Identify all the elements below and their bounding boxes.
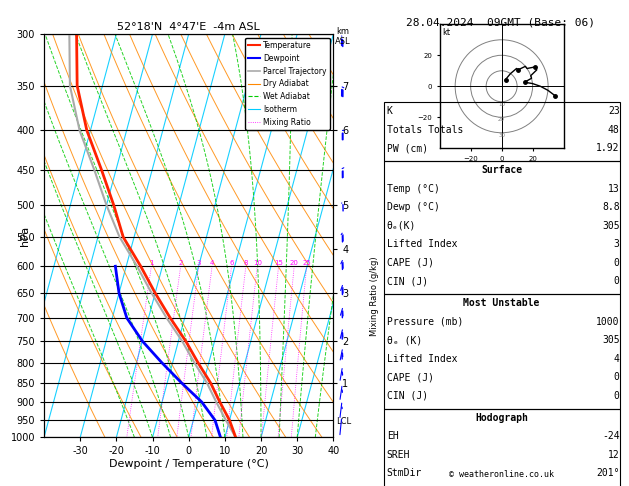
Text: 1: 1 xyxy=(149,260,153,266)
Text: 8: 8 xyxy=(243,260,248,266)
Text: Temp (°C): Temp (°C) xyxy=(387,184,440,194)
Text: Pressure (mb): Pressure (mb) xyxy=(387,317,463,327)
Text: Most Unstable: Most Unstable xyxy=(464,298,540,308)
Text: hPa: hPa xyxy=(20,226,30,246)
Legend: Temperature, Dewpoint, Parcel Trajectory, Dry Adiabat, Wet Adiabat, Isotherm, Mi: Temperature, Dewpoint, Parcel Trajectory… xyxy=(245,38,330,130)
Text: 2: 2 xyxy=(179,260,183,266)
Text: LCL: LCL xyxy=(337,417,352,427)
Text: 20: 20 xyxy=(498,117,505,122)
Text: Surface: Surface xyxy=(481,165,522,175)
Text: 6: 6 xyxy=(230,260,234,266)
Text: 13: 13 xyxy=(608,184,620,194)
Text: -24: -24 xyxy=(602,431,620,441)
Text: 3: 3 xyxy=(614,239,620,249)
Text: PW (cm): PW (cm) xyxy=(387,143,428,153)
Text: 0: 0 xyxy=(614,276,620,286)
Text: © weatheronline.co.uk: © weatheronline.co.uk xyxy=(449,469,554,479)
Text: CAPE (J): CAPE (J) xyxy=(387,372,434,382)
Text: Lifted Index: Lifted Index xyxy=(387,354,457,364)
Text: 4: 4 xyxy=(614,354,620,364)
Text: CIN (J): CIN (J) xyxy=(387,276,428,286)
Text: 28.04.2024  09GMT (Base: 06): 28.04.2024 09GMT (Base: 06) xyxy=(406,17,594,27)
Text: 12: 12 xyxy=(608,450,620,460)
Text: CIN (J): CIN (J) xyxy=(387,391,428,400)
Text: 4: 4 xyxy=(210,260,214,266)
Text: θₑ(K): θₑ(K) xyxy=(387,221,416,231)
Text: 48: 48 xyxy=(608,124,620,135)
Text: 8.8: 8.8 xyxy=(602,202,620,212)
Text: km
ASL: km ASL xyxy=(335,27,350,46)
Text: Lifted Index: Lifted Index xyxy=(387,239,457,249)
Text: 10: 10 xyxy=(498,102,505,107)
Text: 30: 30 xyxy=(498,133,505,138)
Text: 20: 20 xyxy=(290,260,299,266)
Text: CAPE (J): CAPE (J) xyxy=(387,258,434,268)
Text: Hodograph: Hodograph xyxy=(475,413,528,423)
Text: Dewp (°C): Dewp (°C) xyxy=(387,202,440,212)
Text: 305: 305 xyxy=(602,335,620,345)
X-axis label: Dewpoint / Temperature (°C): Dewpoint / Temperature (°C) xyxy=(109,459,269,469)
Text: Mixing Ratio (g/kg): Mixing Ratio (g/kg) xyxy=(370,257,379,336)
Text: 0: 0 xyxy=(614,258,620,268)
Text: 23: 23 xyxy=(608,106,620,116)
Title: 52°18'N  4°47'E  -4m ASL: 52°18'N 4°47'E -4m ASL xyxy=(118,22,260,32)
Text: SREH: SREH xyxy=(387,450,410,460)
Text: θₑ (K): θₑ (K) xyxy=(387,335,422,345)
Text: 3: 3 xyxy=(196,260,201,266)
Text: 305: 305 xyxy=(602,221,620,231)
Text: EH: EH xyxy=(387,431,399,441)
Text: StmDir: StmDir xyxy=(387,468,422,478)
Text: 0: 0 xyxy=(614,391,620,400)
Text: 0: 0 xyxy=(614,372,620,382)
Text: Totals Totals: Totals Totals xyxy=(387,124,463,135)
Text: 1.92: 1.92 xyxy=(596,143,620,153)
Text: K: K xyxy=(387,106,392,116)
Text: 25: 25 xyxy=(302,260,311,266)
Text: 10: 10 xyxy=(253,260,262,266)
Text: 15: 15 xyxy=(274,260,283,266)
Text: 201°: 201° xyxy=(596,468,620,478)
Text: 1000: 1000 xyxy=(596,317,620,327)
Text: kt: kt xyxy=(442,28,450,37)
